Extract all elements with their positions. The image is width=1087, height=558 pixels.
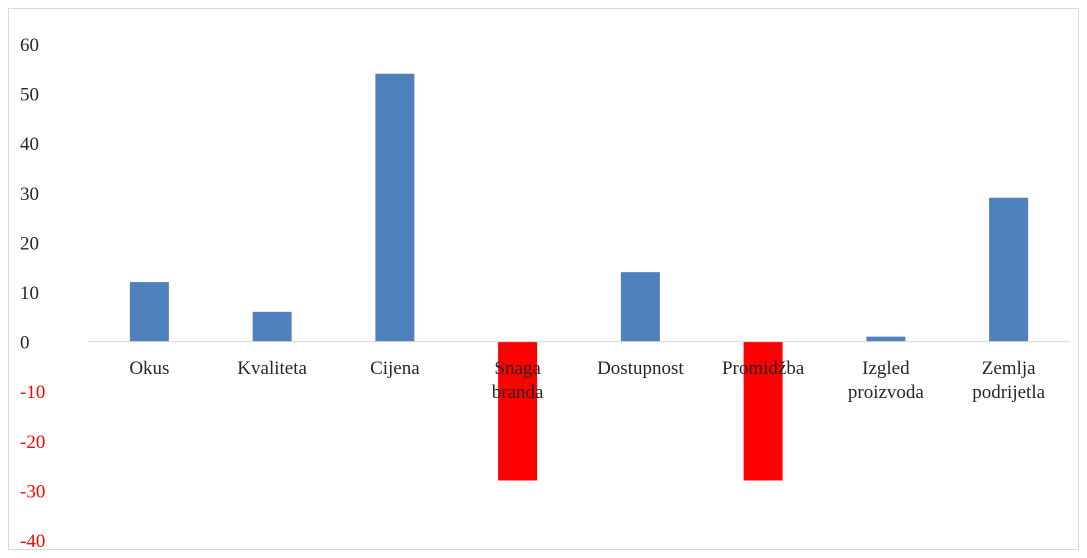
category-label-line: Zemlja [982, 358, 1036, 379]
bar [620, 272, 660, 342]
category-label-line: Kvaliteta [237, 358, 307, 379]
category-label-line: Izgled [862, 358, 910, 379]
category-label-line: Dostupnost [597, 358, 684, 379]
y-tick-label: 50 [20, 85, 39, 106]
category-label-line: Okus [129, 358, 169, 379]
category-label: Kvaliteta [237, 358, 307, 379]
bar [375, 73, 415, 342]
bar [743, 341, 783, 481]
category-label-line: Promidžba [722, 358, 805, 379]
y-tick-label: 10 [20, 283, 39, 304]
category-label: Snaga branda [492, 358, 544, 403]
category-label: Izgled proizvoda [848, 358, 925, 403]
category-label: Cijena [370, 358, 420, 379]
y-tick-label: 40 [20, 134, 39, 155]
category-label: Zemlja podrijetla [972, 358, 1045, 403]
chart-frame [8, 8, 1079, 550]
y-tick-label: -20 [20, 432, 45, 453]
bar [129, 282, 169, 342]
category-label-line: Snaga [494, 358, 541, 379]
bars [129, 73, 1029, 481]
y-tick-label: -10 [20, 382, 45, 403]
category-label-line: podrijetla [972, 382, 1045, 403]
y-tick-label: -40 [20, 531, 45, 552]
y-tick-label: 30 [20, 184, 39, 205]
y-tick-label: 60 [20, 35, 39, 56]
bar [989, 197, 1029, 342]
y-tick-label: -30 [20, 481, 45, 502]
bar [866, 336, 906, 342]
bar [252, 311, 292, 342]
y-tick-label: 0 [20, 333, 30, 354]
category-label: Okus [129, 358, 169, 379]
category-label: Dostupnost [597, 358, 684, 379]
bar [498, 341, 538, 481]
category-labels: Okus Kvaliteta Cijena Snaga branda Dostupnost… [129, 358, 1045, 403]
category-label: Promidžba [722, 358, 805, 379]
category-label-line: branda [492, 382, 544, 403]
category-label-line: Cijena [370, 358, 420, 379]
y-tick-label: 20 [20, 233, 39, 254]
category-label-line: proizvoda [848, 382, 925, 403]
y-axis-ticks: 60 50 40 30 20 10 0 -10 -20 -30 -40 [20, 35, 45, 552]
